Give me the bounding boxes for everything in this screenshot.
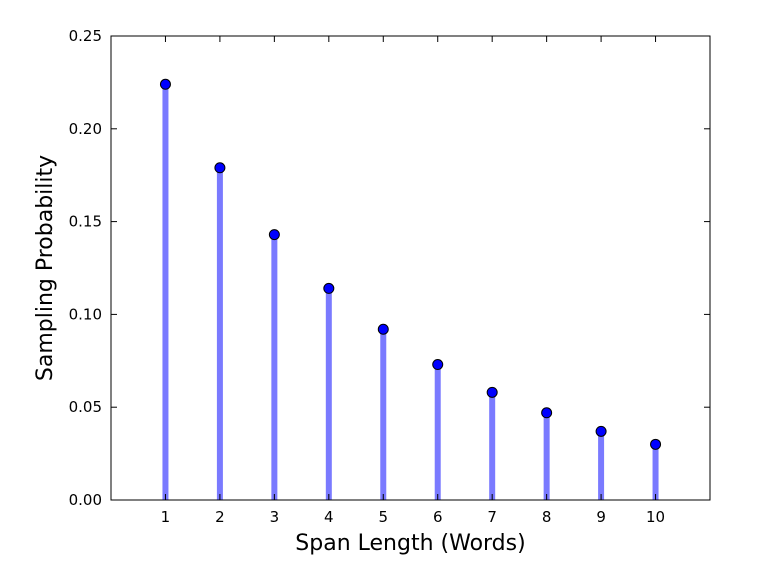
data-point-3 xyxy=(268,229,280,241)
y-tick-label-0.25: 0.25 xyxy=(69,27,102,45)
y-axis-label: Sampling Probability xyxy=(33,155,58,381)
y-tick-label-0.00: 0.00 xyxy=(69,491,102,509)
x-axis-label: Span Length (Words) xyxy=(295,531,525,556)
data-point-8 xyxy=(541,407,553,419)
y-tick-label-0.20: 0.20 xyxy=(69,120,102,138)
x-tick-label-2: 2 xyxy=(215,508,225,526)
x-tick-label-7: 7 xyxy=(487,508,497,526)
data-point-2 xyxy=(214,162,226,174)
x-tick-label-8: 8 xyxy=(542,508,552,526)
data-point-6 xyxy=(432,359,444,371)
x-tick-label-9: 9 xyxy=(596,508,606,526)
x-tick-label-6: 6 xyxy=(433,508,443,526)
x-tick-label-3: 3 xyxy=(270,508,280,526)
stems-group xyxy=(162,84,659,500)
x-tick-label-1: 1 xyxy=(161,508,171,526)
markers-group xyxy=(159,78,662,450)
data-point-10 xyxy=(650,438,662,450)
plot-frame xyxy=(110,35,711,501)
x-tick-label-10: 10 xyxy=(646,508,665,526)
data-point-1 xyxy=(159,78,171,90)
y-tick-label-0.15: 0.15 xyxy=(69,213,102,231)
x-tick-label-4: 4 xyxy=(324,508,334,526)
y-tick-label-0.10: 0.10 xyxy=(69,305,102,323)
data-point-7 xyxy=(486,386,498,398)
data-point-5 xyxy=(377,323,389,335)
data-point-9 xyxy=(595,425,607,437)
ticks-group: 1 2 3 4 5 6 7 8 9 10 0.00 0.05 0.10 0.15 0.20 0.25 xyxy=(69,27,710,526)
y-tick-label-0.05: 0.05 xyxy=(69,398,102,416)
data-point-4 xyxy=(323,282,335,294)
x-tick-label-5: 5 xyxy=(378,508,388,526)
